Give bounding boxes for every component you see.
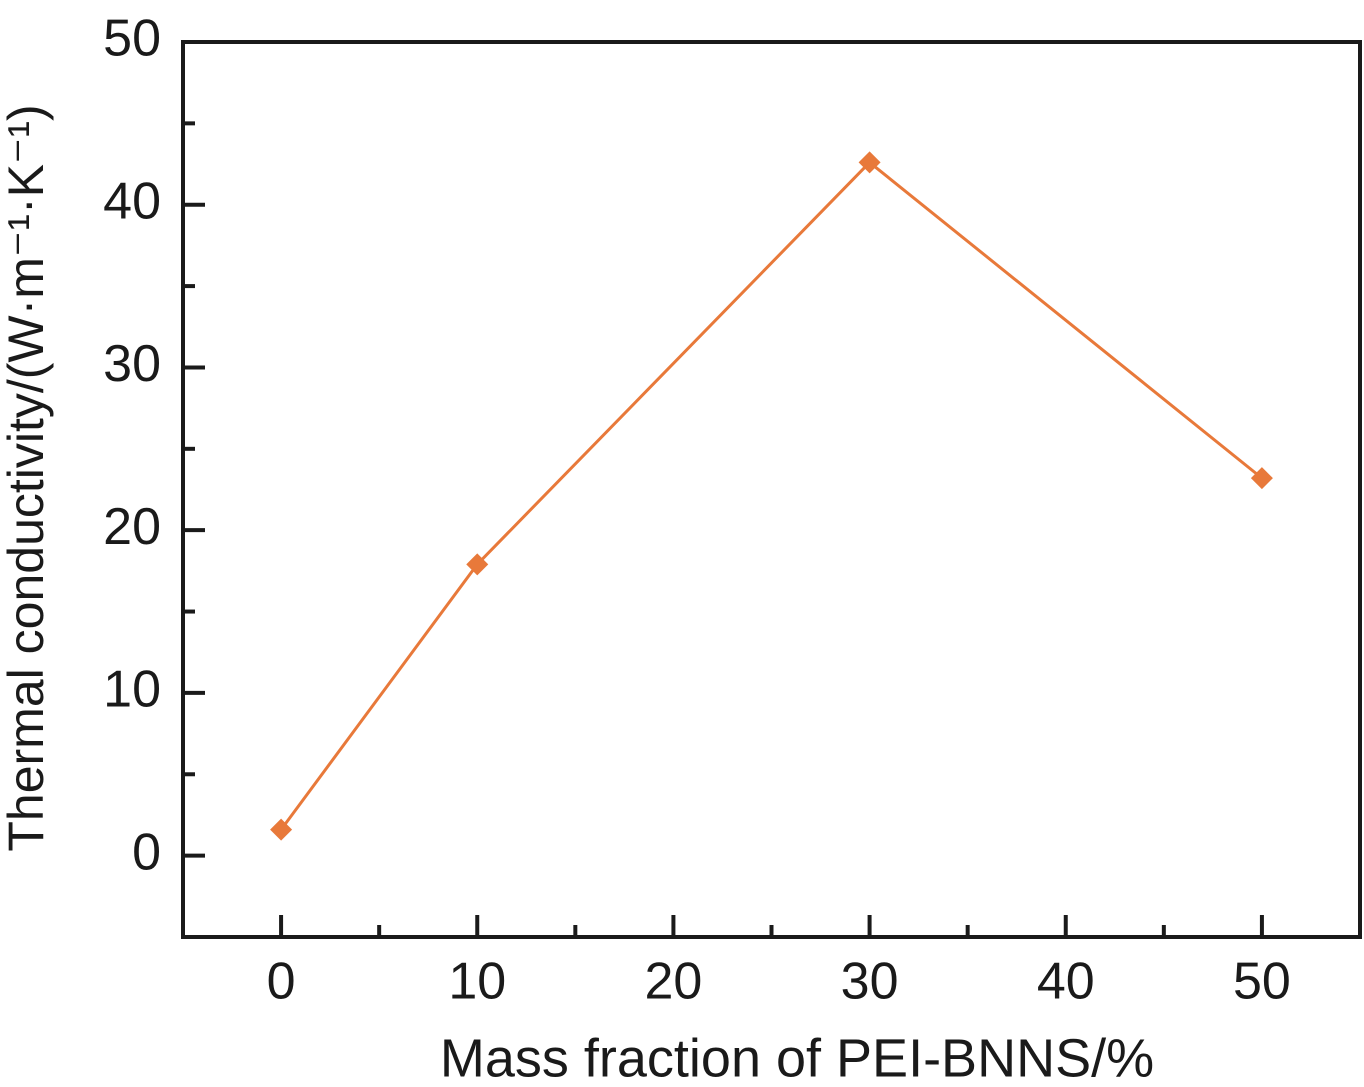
- data-marker: [858, 151, 881, 174]
- y-tick-label: 50: [103, 10, 161, 68]
- y-tick-label: 10: [103, 661, 161, 719]
- data-marker: [270, 818, 293, 841]
- x-tick-label: 30: [841, 953, 899, 1011]
- x-axis-label: Mass fraction of PEI-BNNS/%: [440, 1028, 1154, 1087]
- x-tick-label: 50: [1233, 953, 1291, 1011]
- data-marker: [466, 553, 489, 576]
- y-tick-label: 20: [103, 498, 161, 556]
- x-tick-label: 10: [448, 953, 506, 1011]
- data-marker: [1250, 467, 1273, 490]
- x-tick-label: 40: [1037, 953, 1095, 1011]
- y-tick-label: 0: [132, 823, 161, 881]
- y-tick-label: 40: [103, 172, 161, 230]
- y-axis-label: Thermal conductivity/(W·m⁻¹·K⁻¹): [0, 104, 54, 851]
- x-tick-label: 20: [644, 953, 702, 1011]
- x-tick-label: 0: [267, 953, 296, 1011]
- y-tick-label: 30: [103, 335, 161, 393]
- data-line: [279, 160, 1263, 831]
- plot-frame: [181, 40, 1362, 939]
